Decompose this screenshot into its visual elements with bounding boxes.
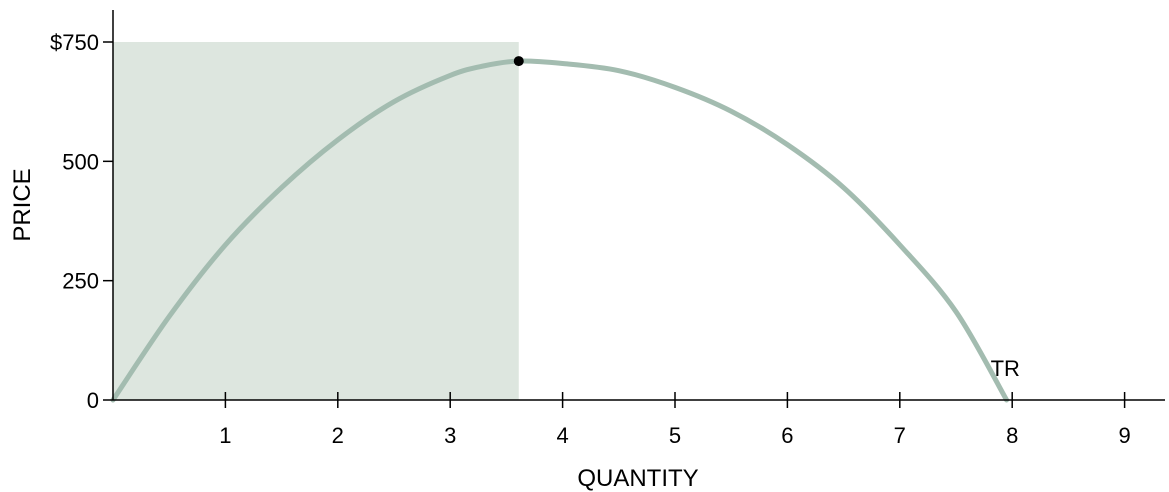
y-axis-title: PRICE [9, 168, 36, 241]
x-tick-label: 9 [1118, 423, 1130, 448]
x-tick-label: 5 [669, 423, 681, 448]
tr-label: TR [991, 356, 1020, 381]
max-revenue-point [513, 56, 524, 67]
tr-curve [110, 58, 1010, 403]
x-tick-label: 2 [332, 423, 344, 448]
y-tick-label: 0 [87, 388, 99, 413]
x-tick-label: 3 [444, 423, 456, 448]
x-tick-label: 4 [556, 423, 568, 448]
y-tick-label: $750 [50, 30, 99, 55]
x-tick-label: 1 [219, 423, 231, 448]
x-ticks: 1 2 3 4 5 6 7 8 9 [219, 392, 1131, 448]
shaded-region [113, 42, 519, 400]
x-tick-label: 7 [894, 423, 906, 448]
x-axis-title: QUANTITY [577, 465, 698, 492]
y-tick-label: 250 [62, 269, 99, 294]
y-ticks: 0 250 500 $750 [50, 30, 113, 413]
y-tick-label: 500 [62, 149, 99, 174]
x-tick-label: 8 [1006, 423, 1018, 448]
x-tick-label: 6 [781, 423, 793, 448]
